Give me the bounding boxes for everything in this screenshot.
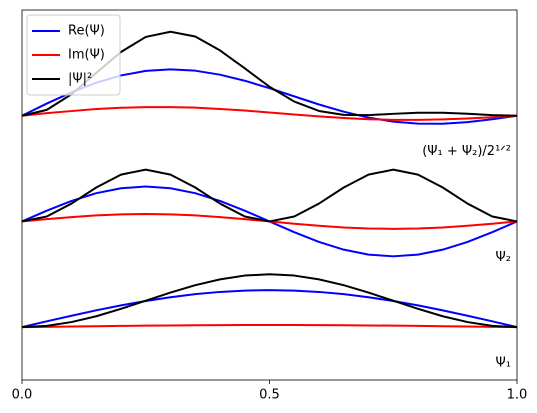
legend-label: Im(Ψ) <box>68 48 105 63</box>
plot-frame <box>21 9 518 381</box>
curve <box>21 324 518 329</box>
curve <box>21 168 518 223</box>
x-tick-label: 0.0 <box>12 388 33 403</box>
legend-box <box>26 14 121 96</box>
group-label: Ψ₂ <box>496 250 511 265</box>
legend-label: |Ψ|² <box>68 72 92 87</box>
group-label: (Ψ₁ + Ψ₂)/2¹ᐟ² <box>422 144 511 159</box>
curve <box>21 273 518 329</box>
curve <box>21 106 518 121</box>
x-tick-label: 1.0 <box>507 388 528 403</box>
x-tick-label: 0.5 <box>259 388 280 403</box>
curve <box>21 289 518 329</box>
group-label: Ψ₁ <box>496 356 511 371</box>
legend-label: Re(Ψ) <box>68 24 105 39</box>
